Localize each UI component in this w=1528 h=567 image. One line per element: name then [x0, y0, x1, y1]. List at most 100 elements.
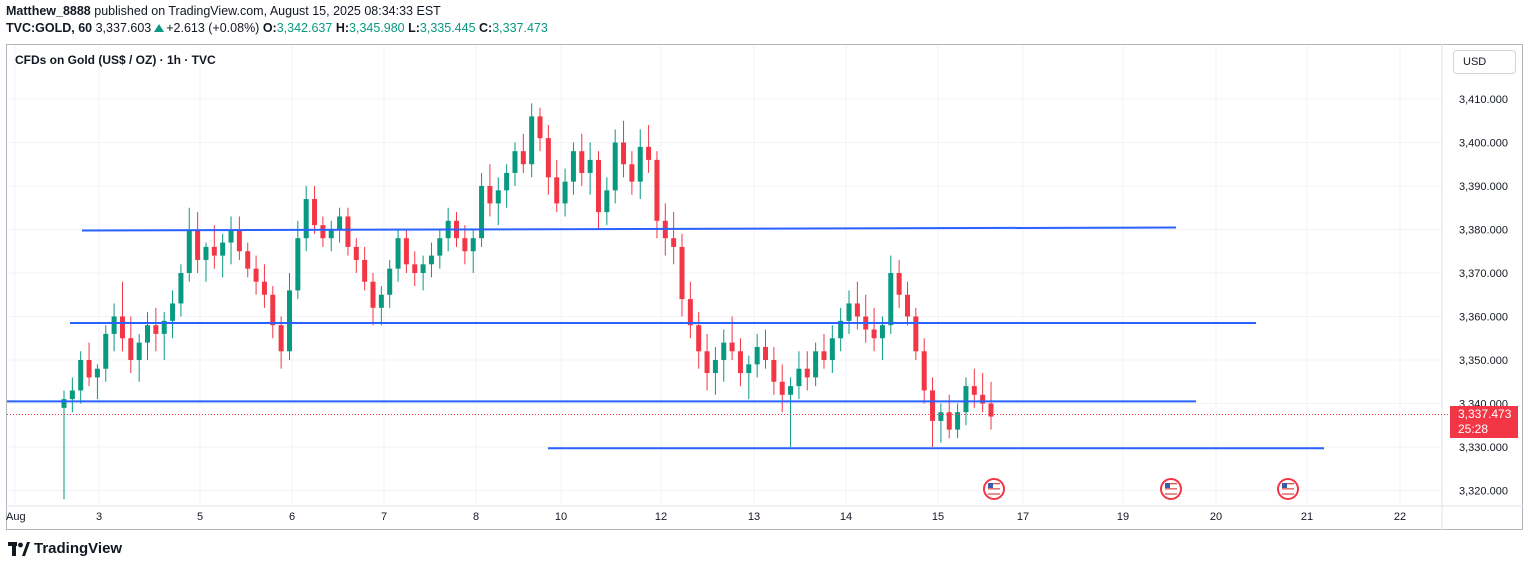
candle-body	[629, 164, 635, 182]
candle-body	[495, 190, 501, 204]
candle-body	[955, 412, 961, 430]
candle-body	[437, 238, 443, 256]
candle-body	[94, 368, 100, 378]
y-tick-label: 3,330.000	[1459, 442, 1508, 454]
author-name[interactable]: Matthew_8888	[6, 4, 91, 18]
candle-body	[479, 186, 485, 239]
candle-body	[595, 159, 601, 213]
candle-body	[938, 412, 944, 421]
candle-body	[245, 251, 251, 269]
candle-body	[671, 238, 677, 247]
candle-body	[829, 338, 835, 360]
candle-body	[813, 351, 819, 378]
y-tick-label: 3,370.000	[1459, 268, 1508, 280]
price-change: +2.613 (+0.08%)	[166, 21, 260, 35]
x-tick-label: 5	[197, 511, 203, 523]
candle-body	[746, 364, 752, 374]
candle-body	[420, 264, 426, 273]
candle-body	[153, 325, 159, 334]
y-tick-label: 3,350.000	[1459, 355, 1508, 367]
horizontal-line[interactable]	[81, 226, 1177, 232]
candle-body	[529, 116, 535, 165]
chart-legend-title: CFDs on Gold (US$ / OZ) · 1h · TVC	[15, 53, 216, 67]
tradingview-logo-icon	[8, 541, 30, 556]
chart-frame	[6, 44, 1523, 530]
candle-body	[161, 320, 167, 334]
candle-body	[295, 238, 301, 291]
up-arrow-icon	[154, 24, 165, 32]
candle-body	[612, 142, 618, 191]
candle-body	[545, 138, 551, 178]
candle-body	[796, 368, 802, 387]
candle-body	[328, 229, 334, 239]
y-tick-label: 3,320.000	[1459, 486, 1508, 498]
x-tick-label: 17	[1017, 511, 1029, 523]
x-tick-label: 13	[748, 511, 760, 523]
candle-body	[587, 159, 593, 173]
candle-body	[220, 242, 226, 256]
candle-body	[679, 246, 685, 300]
candle-body	[604, 190, 610, 213]
us-flag-icon[interactable]	[1160, 478, 1182, 500]
us-flag-icon[interactable]	[1277, 478, 1299, 500]
candle-body	[286, 290, 292, 352]
close-label: C:	[479, 21, 493, 35]
candle-body	[988, 403, 994, 417]
candle-body	[570, 151, 576, 182]
candle-body	[854, 303, 860, 317]
candle-body	[470, 238, 476, 252]
open-value: 3,342.637	[276, 21, 333, 35]
candle-body	[103, 333, 109, 369]
candle-body	[78, 360, 84, 391]
x-tick-label: 22	[1394, 511, 1406, 523]
candle-body	[579, 151, 585, 173]
candle-body	[879, 325, 885, 339]
candle-body	[904, 294, 910, 317]
candle-body	[312, 199, 318, 226]
candle-body	[537, 116, 543, 139]
bar-countdown: 25:28	[1458, 422, 1489, 436]
candle-body	[128, 338, 134, 360]
candle-body	[512, 151, 518, 173]
candle-body	[729, 342, 735, 352]
candle-body	[804, 368, 810, 378]
tradingview-brand: TradingView	[34, 540, 123, 557]
candle-body	[721, 342, 727, 360]
candle-body	[462, 238, 468, 252]
high-label: H:	[335, 21, 350, 35]
y-tick-label: 3,380.000	[1459, 225, 1508, 237]
x-tick-label: 20	[1210, 511, 1222, 523]
candle-body	[170, 303, 176, 321]
candle-body	[846, 303, 852, 321]
candle-body	[646, 146, 652, 160]
candle-body	[687, 299, 693, 326]
candle-body	[186, 229, 192, 273]
candle-body	[704, 351, 710, 374]
candle-body	[370, 281, 376, 308]
candle-body	[779, 381, 785, 395]
candle-body	[963, 386, 969, 413]
candle-body	[838, 320, 844, 339]
candle-body	[930, 390, 936, 421]
candle-body	[111, 316, 117, 334]
x-tick-label: 8	[473, 511, 479, 523]
y-tick-label: 3,400.000	[1459, 138, 1508, 150]
currency-button[interactable]: USD	[1453, 50, 1516, 74]
candle-body	[345, 216, 351, 247]
high-value: 3,345.980	[349, 21, 405, 35]
symbol-label: TVC:GOLD, 60	[6, 21, 93, 35]
x-tick-label: 15	[932, 511, 944, 523]
candle-body	[387, 268, 393, 295]
us-flag-icon[interactable]	[983, 478, 1005, 500]
x-tick-label: 6	[289, 511, 295, 523]
x-tick-label: 14	[840, 511, 852, 523]
candle-body	[320, 225, 326, 239]
candle-body	[228, 229, 234, 243]
candle-body	[896, 273, 902, 295]
tradingview-footer[interactable]: TradingView	[8, 540, 122, 557]
ohlc-header: TVC:GOLD, 60 3,337.603 +2.613 (+0.08%) O:…	[6, 21, 548, 35]
candle-body	[821, 351, 827, 360]
candle-body	[520, 151, 526, 165]
x-tick-label: Aug	[6, 511, 26, 523]
